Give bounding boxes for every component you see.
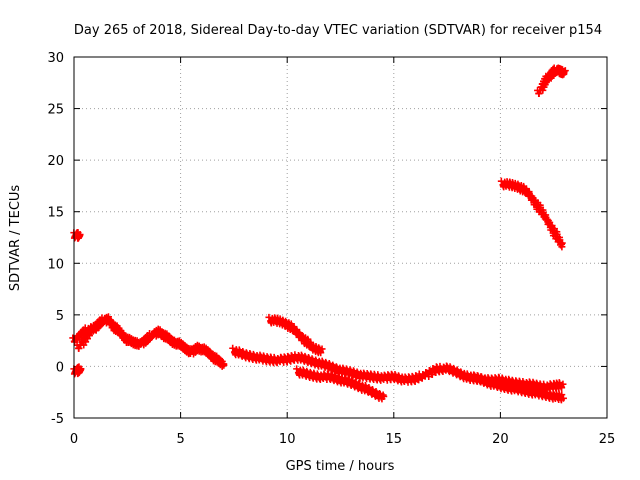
x-tick-label: 10 (279, 432, 296, 447)
data-point (457, 368, 465, 376)
data-point (318, 345, 326, 353)
series-arc-3 (69, 313, 228, 370)
data-point (484, 376, 492, 384)
plot-frame (73, 56, 608, 419)
series-arc-1 (70, 229, 84, 242)
x-tick-label: 15 (386, 432, 403, 447)
y-tick-label: -5 (51, 412, 64, 427)
data-point (546, 389, 554, 397)
data-point (558, 384, 566, 392)
series-arc-10 (534, 64, 569, 98)
data-point (229, 344, 237, 352)
x-tick-label: 5 (176, 432, 184, 447)
x-tick-label: 25 (599, 432, 616, 447)
series-arc-7 (265, 313, 326, 357)
data-point (249, 350, 257, 358)
x-axis-ticks: 0 5 10 15 20 25 (70, 57, 615, 447)
data-point (332, 363, 340, 371)
data-point (355, 380, 363, 388)
data-point (558, 391, 566, 399)
series-arc-5 (229, 344, 567, 394)
data-point (334, 373, 342, 381)
data-point (376, 390, 384, 398)
data-point (353, 368, 361, 376)
data-point (220, 361, 228, 369)
data-point (293, 365, 301, 373)
data-point (312, 356, 320, 364)
x-axis-title: GPS time / hours (286, 459, 395, 474)
data-point (558, 239, 566, 247)
y-axis-title: SDTVAR / TECUs (8, 185, 23, 292)
data-point (505, 381, 513, 389)
data-point (559, 380, 567, 388)
series-arc-8 (463, 370, 567, 404)
y-tick-label: 0 (56, 360, 64, 375)
data-point (75, 363, 83, 371)
x-tick-label: 0 (70, 432, 78, 447)
data-point (380, 392, 388, 400)
data-point (559, 394, 567, 402)
data-point (463, 370, 471, 378)
y-tick-label: 20 (47, 154, 64, 169)
data-point (535, 90, 543, 98)
y-tick-label: 10 (47, 257, 64, 272)
series-arc-4 (73, 314, 109, 352)
data-point (218, 357, 226, 365)
data-point (519, 377, 527, 385)
data-point (560, 70, 568, 78)
grid (74, 57, 607, 418)
x-tick-label: 20 (492, 432, 509, 447)
data-point (101, 314, 109, 322)
data-point (313, 370, 321, 378)
data-point (282, 317, 290, 325)
series-arc-2 (70, 363, 85, 378)
y-tick-label: 30 (47, 51, 64, 66)
data-point (270, 353, 278, 361)
series-arc-6 (293, 365, 388, 403)
data-point (75, 232, 83, 240)
data-point (514, 180, 522, 188)
y-tick-label: 15 (47, 206, 64, 221)
chart-title: Day 265 of 2018, Sidereal Day-to-day VTE… (74, 23, 602, 38)
data-points (69, 64, 569, 404)
data-point (74, 229, 82, 237)
data-point (317, 349, 325, 357)
y-tick-label: 25 (47, 103, 64, 118)
y-tick-label: 5 (56, 309, 64, 324)
series-arc-9 (497, 177, 566, 251)
data-point (561, 67, 569, 75)
data-point (315, 344, 323, 352)
data-point (374, 371, 382, 379)
data-point (76, 366, 84, 374)
data-point (395, 372, 403, 380)
data-point (525, 385, 533, 393)
